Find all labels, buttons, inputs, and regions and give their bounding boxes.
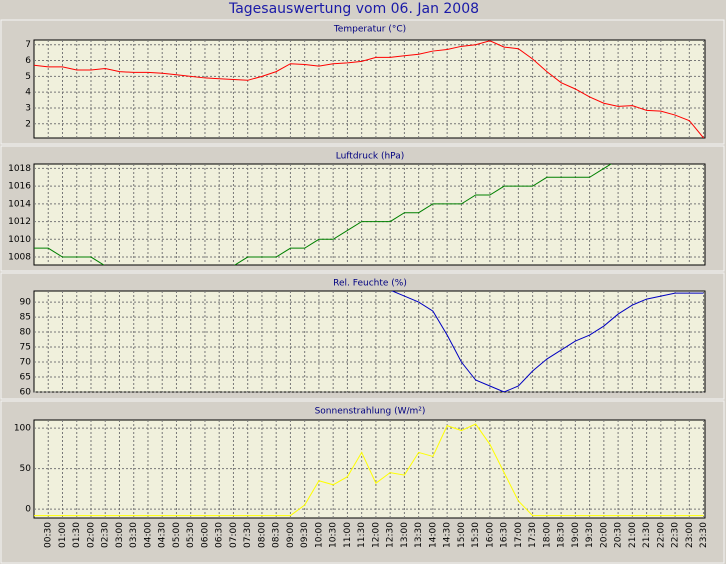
x-tick-label: 15:00: [457, 522, 467, 548]
x-tick-label: 02:00: [86, 522, 96, 548]
y-tick-label: 1016: [8, 182, 31, 192]
line: [34, 40, 704, 138]
x-tick-label: 00:30: [44, 522, 54, 548]
panel-title: Sonnenstrahlung (W/m²): [315, 407, 426, 417]
x-tick-label: 06:30: [215, 522, 225, 548]
plot-area: [33, 39, 706, 139]
x-tick-label: 09:30: [300, 522, 310, 548]
y-tick-label: 80: [20, 328, 32, 338]
y-tick-label: 100: [14, 424, 31, 434]
x-tick-label: 13:30: [414, 522, 424, 548]
x-tick-label: 20:30: [614, 522, 624, 548]
x-tick-label: 12:30: [386, 522, 396, 548]
x-tick-label: 22:30: [671, 522, 681, 548]
y-tick-label: 1008: [8, 253, 31, 263]
panel-title: Luftdruck (hPa): [336, 152, 405, 162]
x-tick-label: 12:00: [371, 522, 381, 548]
x-tick-label: 03:00: [115, 522, 125, 548]
x-tick-label: 02:30: [101, 522, 111, 548]
x-tick-label: 10:00: [314, 522, 324, 548]
panel-title: Temperatur (°C): [333, 25, 406, 35]
chart-title: Tagesauswertung vom 06. Jan 2008: [228, 1, 479, 17]
x-tick-label: 07:00: [229, 522, 239, 548]
x-tick-label: 16:30: [500, 522, 510, 548]
x-tick-label: 14:30: [443, 522, 453, 548]
y-tick-label: 5: [25, 72, 31, 82]
x-tick-label: 08:30: [272, 522, 282, 548]
x-tick-label: 23:00: [685, 522, 695, 548]
y-tick-label: 6: [25, 56, 31, 66]
x-tick-label: 01:00: [58, 522, 68, 548]
y-tick-label: 50: [20, 464, 32, 474]
x-tick-label: 17:00: [514, 522, 524, 548]
y-tick-label: 1014: [8, 199, 31, 209]
y-tick-label: 90: [20, 298, 32, 308]
y-tick-label: 60: [20, 388, 32, 398]
x-tick-label: 18:00: [542, 522, 552, 548]
x-tick-label: 16:00: [485, 522, 495, 548]
x-tick-label: 11:30: [357, 522, 367, 548]
line: [34, 164, 612, 265]
x-tick-label: 03:30: [129, 522, 139, 548]
x-tick-label: 14:00: [428, 522, 438, 548]
x-tick-label: 11:00: [343, 522, 353, 548]
x-tick-label: 15:30: [471, 522, 481, 548]
x-tick-label: 05:00: [172, 522, 182, 548]
x-tick-label: 20:00: [599, 522, 609, 548]
x-tick-label: 13:00: [400, 522, 410, 548]
panel-title: Rel. Feuchte (%): [333, 279, 407, 289]
x-tick-label: 06:00: [200, 522, 210, 548]
x-tick-label: 08:00: [257, 522, 267, 548]
x-tick-label: 21:00: [628, 522, 638, 548]
y-tick-label: 1012: [8, 217, 31, 227]
y-tick-label: 0: [25, 505, 31, 515]
x-tick-label: 01:30: [72, 522, 82, 548]
x-tick-label: 18:30: [557, 522, 567, 548]
y-tick-label: 7: [25, 40, 31, 50]
x-tick-label: 09:00: [286, 522, 296, 548]
x-tick-label: 10:30: [329, 522, 339, 548]
x-tick-label: 19:00: [571, 522, 581, 548]
y-tick-label: 70: [20, 358, 32, 368]
y-tick-label: 65: [20, 373, 31, 383]
y-tick-label: 1018: [8, 164, 31, 174]
x-tick-label: 04:00: [143, 522, 153, 548]
x-tick-label: 04:30: [158, 522, 168, 548]
x-tick-label: 17:30: [528, 522, 538, 548]
y-tick-label: 3: [25, 103, 31, 113]
x-tick-label: 21:30: [642, 522, 652, 548]
y-tick-label: 4: [25, 88, 31, 98]
y-tick-label: 1010: [8, 235, 31, 245]
x-tick-label: 23:30: [699, 522, 709, 548]
y-tick-label: 75: [20, 343, 31, 353]
line: [391, 291, 704, 392]
line: [34, 423, 704, 517]
x-tick-label: 05:30: [186, 522, 196, 548]
x-tick-label: 07:30: [243, 522, 253, 548]
y-tick-label: 85: [20, 313, 31, 323]
x-tick-label: 22:00: [656, 522, 666, 548]
y-tick-label: 2: [25, 119, 31, 129]
x-tick-label: 19:30: [585, 522, 595, 548]
plot-area: [33, 290, 706, 393]
plot-area: [33, 163, 706, 266]
